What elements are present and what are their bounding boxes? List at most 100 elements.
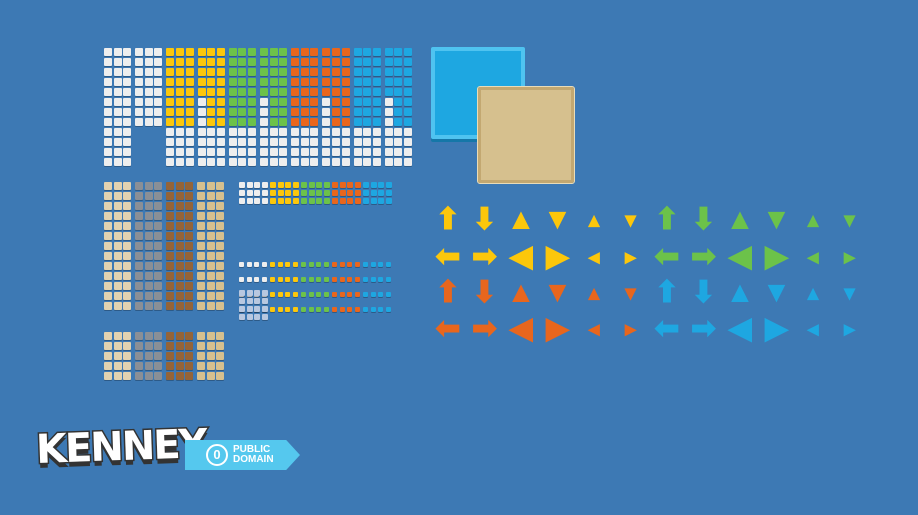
ui-tile <box>185 158 194 166</box>
ui-tile <box>270 190 276 196</box>
ui-tile <box>113 262 122 270</box>
ui-tile <box>260 138 268 146</box>
ui-tile <box>197 128 206 136</box>
ui-tile <box>269 128 278 136</box>
ui-tile <box>394 88 403 96</box>
ui-mini-icon <box>354 307 360 312</box>
ui-tile <box>185 342 194 350</box>
ui-tile <box>372 48 381 56</box>
ui-tile <box>216 128 225 136</box>
ui-tile <box>197 302 205 310</box>
ui-tile <box>154 282 163 290</box>
ui-tile <box>238 138 247 146</box>
ui-tile <box>166 222 174 230</box>
ui-tile <box>261 298 268 304</box>
ui-tile <box>206 232 215 240</box>
ui-tile <box>113 108 122 116</box>
ui-tile <box>104 252 112 260</box>
ui-tile <box>113 372 122 380</box>
ui-mini-icon <box>363 262 368 267</box>
ui-tile <box>135 192 143 200</box>
ui-mini-icon <box>323 262 329 267</box>
ui-tile <box>238 158 247 166</box>
ui-tile <box>113 182 122 190</box>
ui-tile <box>363 118 372 126</box>
ui-mini-icon <box>254 262 259 267</box>
ui-tile <box>144 352 153 360</box>
ui-tile <box>316 182 322 188</box>
ui-tile <box>322 68 331 76</box>
ui-tile <box>135 212 143 220</box>
ui-mini-icon <box>332 307 337 312</box>
ui-tile <box>216 48 225 56</box>
arrow-icon: ▶ <box>764 312 789 345</box>
ui-tile <box>260 68 268 76</box>
arrow-icon: ▲ <box>725 203 755 236</box>
ui-tile <box>310 68 319 76</box>
ui-tile <box>384 118 393 126</box>
ui-tile <box>104 282 112 290</box>
arrow-icon: ▾ <box>843 280 856 305</box>
ui-mini-icon <box>239 277 244 282</box>
ui-tile <box>135 68 144 76</box>
ui-tile <box>372 118 381 126</box>
ui-mini-icon <box>261 277 267 282</box>
ui-mini-icon <box>316 307 321 312</box>
ui-tile <box>113 58 122 66</box>
ui-tile <box>166 148 175 156</box>
ui-mini-icon <box>285 292 290 297</box>
ui-tile <box>197 222 205 230</box>
ui-tile <box>332 48 340 56</box>
ui-tile <box>310 158 319 166</box>
ui-tile <box>176 138 184 146</box>
ui-tile <box>197 58 206 66</box>
ui-tile <box>404 98 412 106</box>
arrow-icon: ◂ <box>588 316 600 341</box>
ui-tile <box>238 88 247 96</box>
ui-tile <box>166 98 175 106</box>
ui-tile <box>404 108 412 116</box>
ui-tile <box>216 58 225 66</box>
ui-tile <box>341 98 350 106</box>
ui-mini-icon <box>370 307 376 312</box>
ui-tile <box>176 108 184 116</box>
ui-tile <box>154 232 163 240</box>
ui-tile <box>372 68 381 76</box>
ui-tile <box>248 148 256 156</box>
ui-mini-icon <box>354 262 360 267</box>
ui-tile <box>166 108 175 116</box>
ui-tile <box>291 58 300 66</box>
ui-tile <box>372 78 381 86</box>
ui-tile <box>154 372 163 380</box>
arrow-icon: ➡ <box>690 240 717 273</box>
ui-tile <box>292 182 299 188</box>
ui-tile <box>123 48 132 56</box>
ui-tile <box>310 58 319 66</box>
ui-mini-icon <box>385 292 391 297</box>
ui-tile <box>206 192 215 200</box>
ui-tile <box>144 272 153 280</box>
ui-tile <box>113 68 122 76</box>
ui-tile <box>261 190 268 196</box>
ui-tile <box>104 202 112 210</box>
arrow-icon: ◂ <box>807 244 819 269</box>
ui-tile <box>404 128 412 136</box>
ui-tile <box>123 118 132 126</box>
ui-mini-icon <box>292 307 298 312</box>
ui-tile <box>228 48 237 56</box>
ui-tile <box>166 48 175 56</box>
ui-tile <box>144 68 153 76</box>
ui-tile <box>353 58 362 66</box>
ui-tile <box>166 118 175 126</box>
ui-tile <box>197 78 206 86</box>
ui-tile <box>322 128 331 136</box>
ui-tile <box>363 138 372 146</box>
ui-tile <box>261 290 268 296</box>
ui-mini-icon <box>378 262 383 267</box>
ui-tile <box>285 182 291 188</box>
ui-tile <box>175 262 184 270</box>
ui-tile <box>166 242 174 250</box>
ui-tile <box>216 362 225 370</box>
ui-tile <box>185 78 194 86</box>
ui-tile <box>113 292 122 300</box>
